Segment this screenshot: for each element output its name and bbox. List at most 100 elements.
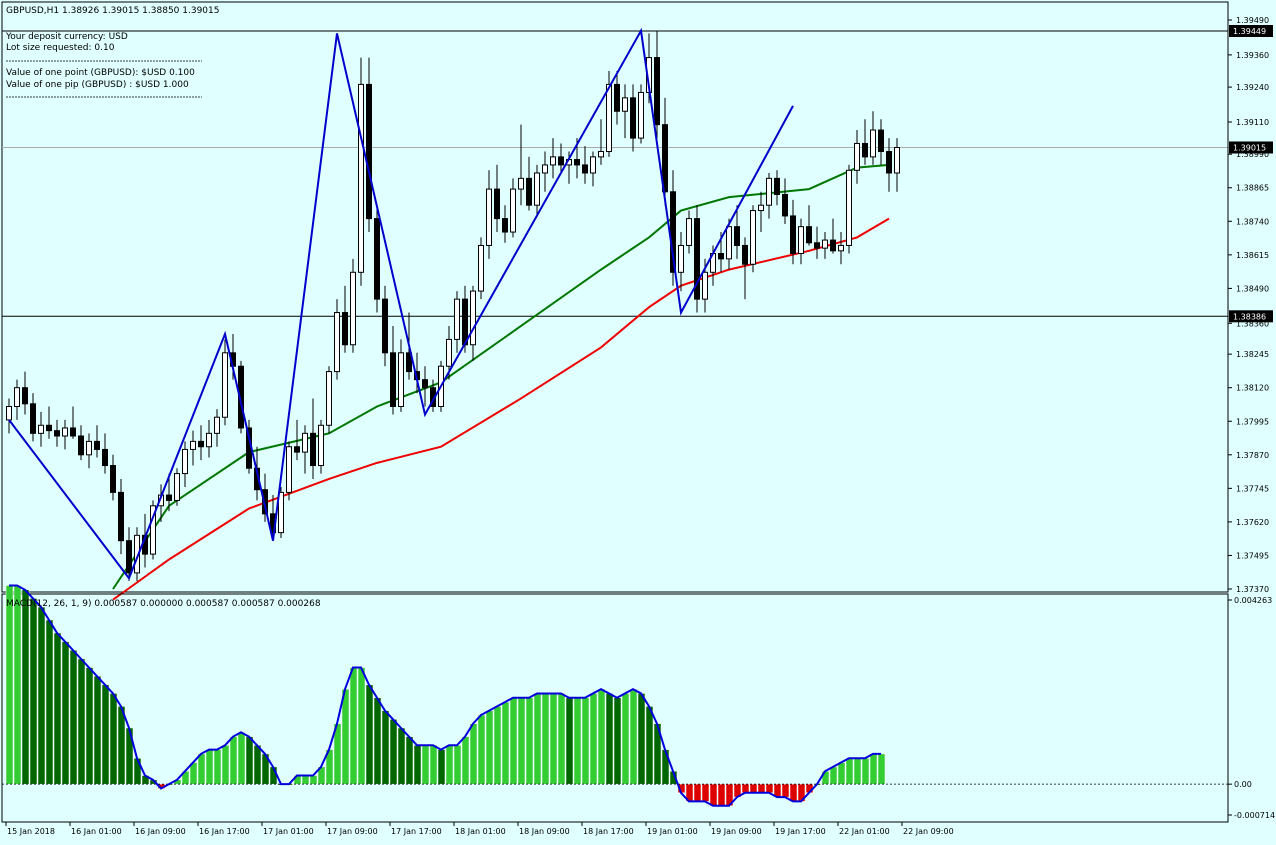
macd-tick-label: -0.000714 <box>1234 811 1275 820</box>
candle <box>150 500 156 560</box>
candle-body-bull <box>318 424 324 467</box>
candle <box>494 164 500 233</box>
candle <box>502 205 508 243</box>
price-tags: 1.39449 1.39015 1.38386 <box>1229 25 1273 323</box>
price-tag-label: 1.38386 <box>1233 312 1266 321</box>
candle-body-bear <box>78 435 84 456</box>
candle-body-bull <box>334 312 340 373</box>
price-pane[interactable]: 1.39490 1.39360 1.39240 1.39110 1.38990 1.388… <box>1 1 1273 601</box>
macd-bar <box>789 783 798 802</box>
macd-signal-polyline <box>9 584 881 807</box>
candle <box>606 70 612 157</box>
candle-body-bear <box>790 215 796 255</box>
candle-body-bear <box>662 124 668 193</box>
macd-bar <box>837 762 846 785</box>
info-deposit-currency: Your deposit currency: USD <box>5 32 128 42</box>
candle-body-bull <box>550 156 556 166</box>
price-tick-label: 1.38615 <box>1236 251 1269 260</box>
candle-body-bull <box>822 239 828 249</box>
info-pip-value: Value of one pip (GBPUSD) : $USD 1.000 <box>6 80 189 90</box>
candle <box>886 138 892 192</box>
candle-body-bull <box>510 188 516 233</box>
candle <box>206 419 212 458</box>
macd-bar <box>413 745 422 785</box>
candle <box>46 406 52 439</box>
macd-bar <box>461 736 470 785</box>
candle-body-bear <box>742 244 748 265</box>
candle <box>86 433 92 469</box>
deposit-info-panel: Your deposit currency: USD Lot size requ… <box>5 32 202 98</box>
macd-bar <box>597 688 606 785</box>
horizontal-levels <box>2 30 1228 317</box>
candle <box>478 237 484 300</box>
macd-bar <box>205 749 214 785</box>
candle-body-bull <box>798 226 804 255</box>
candle-body-bull <box>358 83 364 273</box>
macd-bar <box>29 598 38 785</box>
candle-body-bull <box>206 432 212 448</box>
candle <box>166 473 172 512</box>
candle-body-bear <box>862 142 868 158</box>
candle <box>310 398 316 479</box>
price-tick-label: 1.38740 <box>1236 217 1269 226</box>
candle <box>766 172 772 219</box>
price-tick-label: 1.39110 <box>1236 118 1269 127</box>
price-tick-label: 1.39360 <box>1236 51 1269 60</box>
candle <box>486 170 492 259</box>
candle <box>198 425 204 461</box>
candle <box>638 84 644 144</box>
macd-pane[interactable]: 0.004263 0.00 -0.000714 MACD(12, 26, 1, 9)… <box>1 584 1275 823</box>
macd-bar <box>565 697 574 785</box>
candle <box>118 478 124 555</box>
time-tick-label: 19 Jan 01:00 <box>647 827 698 836</box>
zigzag-line <box>8 27 794 581</box>
candle-body-bear <box>310 432 316 467</box>
candle-body-bear <box>374 218 380 300</box>
candle-body-bear <box>94 440 100 450</box>
candle-body-bear <box>718 253 724 260</box>
macd-bar <box>477 714 486 785</box>
macd-bar <box>741 783 750 794</box>
candle-body-bull <box>6 405 12 421</box>
candle <box>822 232 828 259</box>
candle <box>382 285 388 367</box>
macd-bar <box>589 693 598 785</box>
price-tick-label: 1.38360 <box>1236 319 1269 328</box>
candle-body-bear <box>886 151 892 174</box>
macd-bar <box>69 649 78 785</box>
time-axis[interactable]: 15 Jan 2018 16 Jan 01:00 16 Jan 09:00 16 Ja… <box>5 822 954 836</box>
candle-body-bull <box>150 505 156 555</box>
candles <box>6 30 900 581</box>
candle <box>214 409 220 447</box>
macd-bar <box>701 783 710 802</box>
candle <box>222 339 228 426</box>
zigzag-indicator <box>8 27 794 581</box>
macd-bar <box>861 757 870 785</box>
candle-body-bull <box>622 97 628 112</box>
candle-body-bear <box>46 424 52 432</box>
price-tick-label: 1.37995 <box>1236 417 1269 426</box>
candle-body-bull <box>518 177 524 190</box>
candle <box>262 473 268 522</box>
candle <box>678 232 684 292</box>
candle-body-bear <box>22 387 28 405</box>
macd-bar <box>605 693 614 785</box>
macd-axis[interactable]: 0.004263 0.00 -0.000714 <box>1227 594 1275 822</box>
time-tick-label: 17 Jan 17:00 <box>391 827 442 836</box>
candle <box>38 411 44 447</box>
candle-body-bull <box>398 352 404 407</box>
candle-body-bear <box>126 540 132 574</box>
price-tick-label: 1.37370 <box>1236 585 1269 594</box>
price-axis[interactable]: 1.39490 1.39360 1.39240 1.39110 1.38990 1.388… <box>1227 2 1269 594</box>
candle-body-bear <box>830 239 836 252</box>
price-tick-label: 1.38865 <box>1236 184 1269 193</box>
candle <box>302 425 308 474</box>
candle-body-bull <box>174 473 180 501</box>
candle-body-bear <box>526 177 532 206</box>
macd-bar <box>213 749 222 785</box>
candle-body-bull <box>590 156 596 174</box>
macd-bar <box>373 697 382 785</box>
candle-body-bear <box>118 491 124 542</box>
